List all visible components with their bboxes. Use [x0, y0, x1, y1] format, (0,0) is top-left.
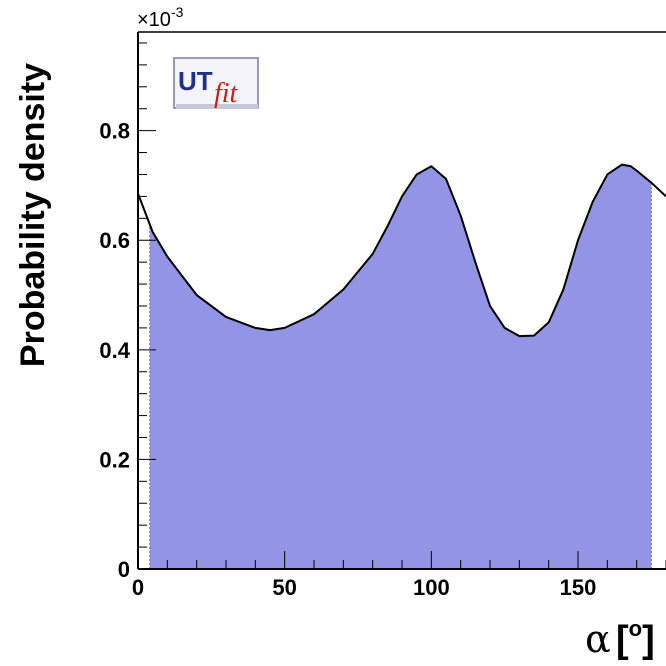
density-curve — [137, 163, 666, 338]
y-tick-label: 0.8 — [99, 119, 130, 144]
x-tick-label: 0 — [132, 575, 144, 600]
axis-ticks — [137, 42, 666, 570]
y-axis-label: Probability density — [14, 63, 52, 367]
density-fill — [149, 164, 652, 569]
density-area — [137, 163, 666, 569]
x-axis-symbol: α — [585, 617, 611, 661]
y-tick-label: 0.4 — [99, 338, 130, 363]
x-tick-label: 100 — [413, 575, 450, 600]
y-multiplier: ×10-3 — [137, 4, 184, 31]
logo-fit-text: fit — [214, 78, 239, 109]
utfit-logo: UT fit — [173, 57, 259, 109]
x-axis-label: α [o] — [585, 616, 655, 661]
x-axis-unit: [o] — [616, 616, 655, 661]
logo-ut-text: UT — [178, 66, 213, 96]
tick-labels: 0 0.2 0.4 0.6 0.8 0 50 100 150 — [99, 119, 596, 600]
y-tick-label: 0.6 — [99, 228, 130, 253]
x-tick-label: 150 — [560, 575, 597, 600]
x-tick-label: 50 — [272, 575, 296, 600]
y-tick-label: 0 — [118, 557, 130, 582]
y-tick-label: 0.2 — [99, 447, 130, 472]
